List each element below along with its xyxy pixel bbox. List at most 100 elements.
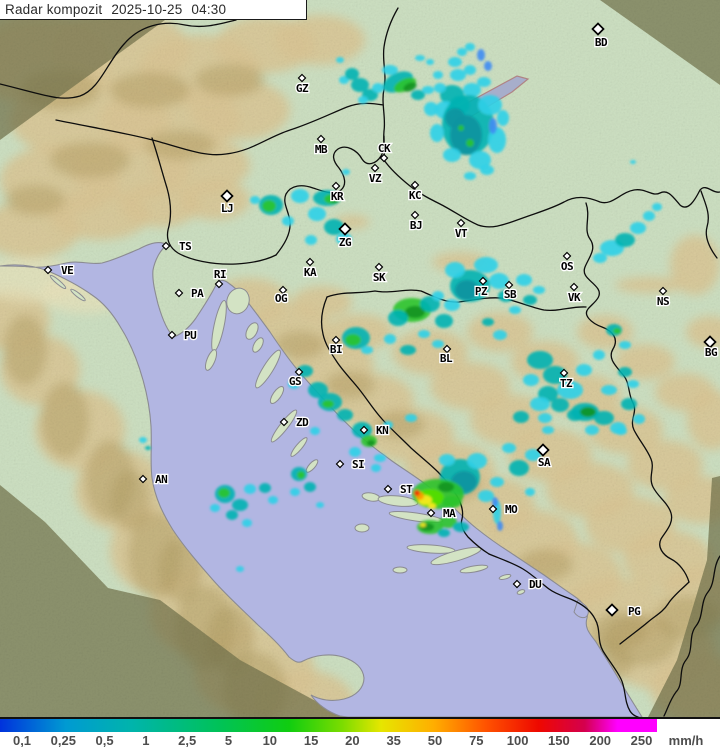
station-marker-du <box>512 579 522 589</box>
legend-value: 250 <box>630 733 653 748</box>
station-marker-bg <box>703 335 717 349</box>
station-marker-ns <box>658 286 668 296</box>
station-label-ri: RI <box>214 268 226 281</box>
country-borders <box>0 7 720 718</box>
station-marker-vz <box>370 163 380 173</box>
station-marker-vt <box>456 218 466 228</box>
station-label-gs: GS <box>289 375 301 388</box>
station-label-bj: BJ <box>410 219 422 232</box>
station-marker-zd <box>279 417 289 427</box>
station-marker-sk <box>374 262 384 272</box>
station-label-vt: VT <box>455 227 468 240</box>
border-slovenia-croatia <box>275 135 385 256</box>
station-label-du: DU <box>529 578 542 591</box>
border-montenegro-serbia <box>619 581 690 645</box>
legend-unit: mm/h <box>668 733 704 748</box>
station-marker-gs <box>294 367 304 377</box>
legend-value: 35 <box>386 733 401 748</box>
legend-value: 1 <box>142 733 150 748</box>
legend: 0,1 0,25 0,5 1 2,5 5 10 15 20 35 50 75 100 150 200 250 … <box>0 717 720 751</box>
station-label-vk: VK <box>568 291 581 304</box>
border-bosnia-montenegro <box>488 553 639 718</box>
station-marker-bd <box>591 22 605 36</box>
legend-value: 100 <box>506 733 529 748</box>
titlebar: Radar kompozit 2025-10-25 04:30 <box>0 0 307 20</box>
station-marker-og <box>278 285 288 295</box>
station-label-kr: KR <box>331 190 344 203</box>
station-marker-ma <box>426 508 436 518</box>
station-label-ve: VE <box>61 264 73 277</box>
station-label-gz: GZ <box>296 82 309 95</box>
adriatic-sea <box>0 241 643 718</box>
station-marker-ck <box>379 153 389 163</box>
station-marker-pa <box>174 288 184 298</box>
legend-value: 0,25 <box>50 733 76 748</box>
station-marker-si <box>335 459 345 469</box>
station-label-os: OS <box>561 260 573 273</box>
legend-value: 5 <box>224 733 233 748</box>
station-label-og: OG <box>275 292 288 305</box>
station-marker-bl <box>442 344 452 354</box>
precipitation-echoes <box>139 43 662 572</box>
station-marker-kr <box>331 181 341 191</box>
station-label-ck: CK <box>378 142 391 155</box>
app-title: Radar kompozit <box>5 2 103 17</box>
legend-colorbar <box>0 719 657 732</box>
station-markers: BD GZ MB CK VZ KR KC LJ BJ ZG VT TS VE OS KA SK RI NS OG PZ… <box>43 22 720 619</box>
station-marker-st <box>383 484 393 494</box>
station-label-ka: KA <box>304 266 317 279</box>
legend-value: 50 <box>427 733 443 748</box>
island <box>49 274 67 290</box>
station-marker-mo <box>488 504 498 514</box>
station-label-bl: BL <box>440 352 453 365</box>
border-italy-slovenia <box>151 137 277 265</box>
island <box>269 385 285 405</box>
island <box>354 523 370 533</box>
station-marker-gz <box>297 73 307 83</box>
station-label-tz: TZ <box>560 377 573 390</box>
island <box>245 322 259 340</box>
station-marker-lj <box>220 189 234 203</box>
station-label-bi: BI <box>330 343 342 356</box>
legend-value: 2,5 <box>178 733 197 748</box>
legend-value: 75 <box>469 733 484 748</box>
legend-value: 20 <box>345 733 360 748</box>
station-marker-os <box>562 251 572 261</box>
station-label-vz: VZ <box>369 172 382 185</box>
station-marker-ka <box>305 257 315 267</box>
island <box>516 589 526 595</box>
island <box>290 437 308 457</box>
island <box>459 564 489 574</box>
legend-scale-labels: 0,1 0,25 0,5 1 2,5 5 10 15 20 35 50 75 100 150 200 250 <box>0 733 720 751</box>
border-croatia-hungary <box>383 159 720 228</box>
island <box>392 566 408 574</box>
legend-value: 0,1 <box>12 733 32 748</box>
border-serbia-southeast <box>663 555 720 717</box>
station-marker-sb <box>504 280 514 290</box>
island <box>252 337 264 353</box>
station-marker-ri <box>214 279 224 289</box>
station-label-mb: MB <box>315 143 328 156</box>
station-marker-tz <box>559 368 569 378</box>
border-italy-austria <box>0 19 237 99</box>
station-marker-zg <box>338 222 352 236</box>
border-croatia-bosnia-sava <box>326 289 587 312</box>
station-marker-bj <box>410 210 420 220</box>
map-time: 04:30 <box>191 2 227 17</box>
map-date: 2025-10-25 <box>111 2 183 17</box>
island <box>204 349 218 371</box>
station-label-ns: NS <box>657 295 669 308</box>
station-marker-an <box>138 474 148 484</box>
station-label-sb: SB <box>504 288 517 301</box>
legend-value: 0,5 <box>95 733 114 748</box>
station-marker-ts <box>161 241 171 251</box>
station-label-mo: MO <box>505 503 518 516</box>
station-marker-sa <box>536 443 550 457</box>
station-marker-kc <box>410 180 420 190</box>
station-marker-vk <box>569 282 579 292</box>
bay-of-kotor <box>573 599 589 619</box>
station-label-zg: ZG <box>339 236 352 249</box>
